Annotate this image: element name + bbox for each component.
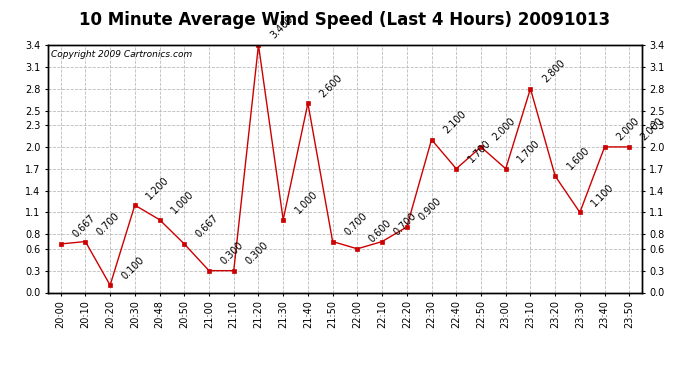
Text: Copyright 2009 Cartronics.com: Copyright 2009 Cartronics.com <box>51 50 193 59</box>
Text: 0.700: 0.700 <box>342 211 369 237</box>
Text: 2.000: 2.000 <box>639 116 666 143</box>
Text: 0.600: 0.600 <box>367 218 393 244</box>
Text: 2.000: 2.000 <box>614 116 641 143</box>
Text: 0.667: 0.667 <box>70 213 97 240</box>
Text: 1.700: 1.700 <box>466 138 493 165</box>
Text: 0.700: 0.700 <box>95 211 121 237</box>
Text: 2.100: 2.100 <box>442 109 468 135</box>
Text: 3.400: 3.400 <box>268 14 295 41</box>
Text: 2.600: 2.600 <box>317 72 344 99</box>
Text: 1.700: 1.700 <box>515 138 542 165</box>
Text: 1.200: 1.200 <box>145 174 171 201</box>
Text: 0.300: 0.300 <box>244 240 270 267</box>
Text: 1.600: 1.600 <box>565 146 591 172</box>
Text: 2.000: 2.000 <box>491 116 518 143</box>
Text: 0.100: 0.100 <box>120 255 146 281</box>
Text: 0.700: 0.700 <box>392 211 418 237</box>
Text: 1.000: 1.000 <box>293 189 319 216</box>
Text: 1.000: 1.000 <box>169 189 196 216</box>
Text: 0.300: 0.300 <box>219 240 245 267</box>
Text: 0.900: 0.900 <box>417 196 443 223</box>
Text: 0.667: 0.667 <box>194 213 221 240</box>
Text: 1.100: 1.100 <box>590 182 616 208</box>
Text: 10 Minute Average Wind Speed (Last 4 Hours) 20091013: 10 Minute Average Wind Speed (Last 4 Hou… <box>79 11 611 29</box>
Text: 2.800: 2.800 <box>540 58 566 84</box>
